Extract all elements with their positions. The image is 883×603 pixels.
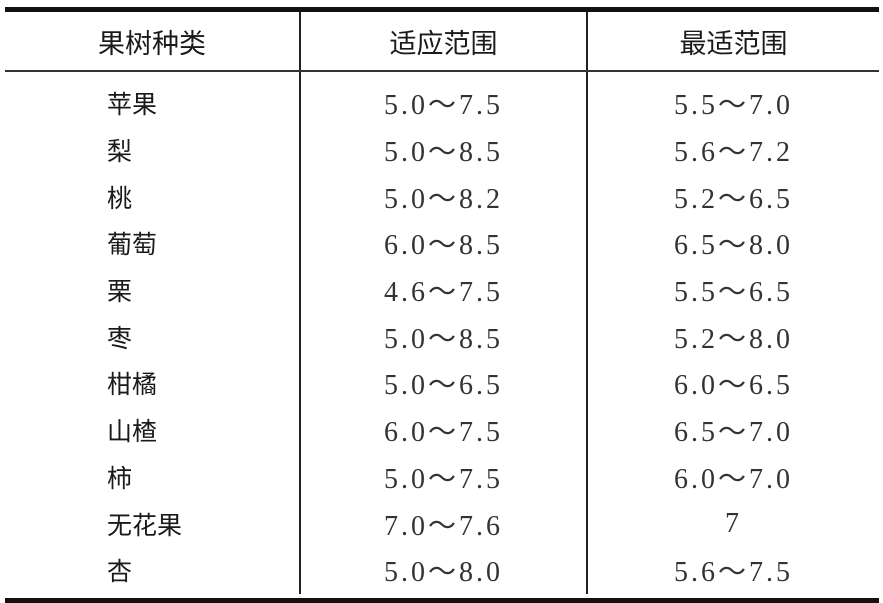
- header-species: 果树种类: [5, 12, 300, 72]
- optimal-range-cell: 6.5～7.0: [586, 406, 879, 454]
- suitable-range-cell: 6.0～7.5: [299, 406, 587, 454]
- species-cell: 枣: [107, 323, 133, 353]
- suitable-range-cell: 5.0～7.5: [299, 71, 587, 127]
- optimal-range-cell: 6.5～8.0: [586, 220, 879, 267]
- table-row: 桃 5.0～8.2 5.2～6.5: [5, 173, 879, 221]
- species-cell: 无花果: [107, 510, 183, 540]
- optimal-range-cell: 5.2～8.0: [586, 313, 879, 361]
- header-row: 果树种类 适应范围 最适范围: [5, 12, 879, 72]
- species-cell: 葡萄: [107, 230, 158, 260]
- bottom-rule: [5, 597, 879, 603]
- species-cell: 柿: [107, 463, 133, 493]
- suitable-range-cell: 5.0～8.5: [299, 313, 587, 361]
- optimal-range-cell: 5.2～6.5: [586, 173, 879, 221]
- suitable-range-cell: 4.6～7.5: [299, 266, 587, 314]
- species-cell: 栗: [107, 277, 133, 307]
- table-row: 枣 5.0～8.5 5.2～8.0: [5, 313, 879, 361]
- suitable-range-cell: 5.0～6.5: [299, 360, 587, 407]
- data-table: 果树种类 适应范围 最适范围 苹果 5.0～7.5 5.5～7.0 梨 5.0～8.5 5…: [5, 12, 879, 594]
- table-row: 山楂 6.0～7.5 6.5～7.0: [5, 406, 879, 454]
- optimal-range-cell: 6.0～6.5: [586, 360, 879, 407]
- optimal-range-cell: 5.6～7.2: [586, 126, 879, 174]
- header-suitable-range: 适应范围: [299, 12, 587, 72]
- top-rule: [5, 7, 879, 12]
- table-row: 无花果 7.0～7.6 7: [5, 500, 879, 547]
- species-cell: 桃: [107, 183, 133, 213]
- species-cell: 梨: [107, 137, 133, 167]
- suitable-range-cell: 5.0～8.0: [299, 546, 587, 594]
- table-row: 杏 5.0～8.0 5.6～7.5: [5, 546, 879, 594]
- optimal-range-cell: 6.0～7.0: [586, 453, 879, 501]
- species-cell: 柑橘: [107, 370, 158, 400]
- table-row: 柿 5.0～7.5 6.0～7.0: [5, 453, 879, 501]
- suitable-range-cell: 5.0～8.2: [299, 173, 587, 221]
- header-optimal-range: 最适范围: [586, 12, 879, 72]
- table-row: 葡萄 6.0～8.5 6.5～8.0: [5, 220, 879, 267]
- fruit-tree-ph-table: 果树种类 适应范围 最适范围 苹果 5.0～7.5 5.5～7.0 梨 5.0～8.5 5…: [5, 7, 879, 603]
- table-row: 苹果 5.0～7.5 5.5～7.0: [5, 71, 879, 127]
- optimal-range-cell: 7: [586, 500, 879, 547]
- table-row: 柑橘 5.0～6.5 6.0～6.5: [5, 360, 879, 407]
- optimal-range-cell: 5.5～6.5: [586, 266, 879, 314]
- optimal-range-cell: 5.6～7.5: [586, 546, 879, 594]
- suitable-range-cell: 7.0～7.6: [299, 500, 587, 547]
- species-cell: 苹果: [107, 90, 158, 120]
- suitable-range-cell: 5.0～7.5: [299, 453, 587, 501]
- optimal-range-cell: 5.5～7.0: [586, 71, 879, 127]
- table-row: 栗 4.6～7.5 5.5～6.5: [5, 266, 879, 314]
- species-cell: 杏: [107, 557, 133, 587]
- suitable-range-cell: 5.0～8.5: [299, 126, 587, 174]
- suitable-range-cell: 6.0～8.5: [299, 220, 587, 267]
- table-row: 梨 5.0～8.5 5.6～7.2: [5, 126, 879, 174]
- species-cell: 山楂: [107, 417, 158, 447]
